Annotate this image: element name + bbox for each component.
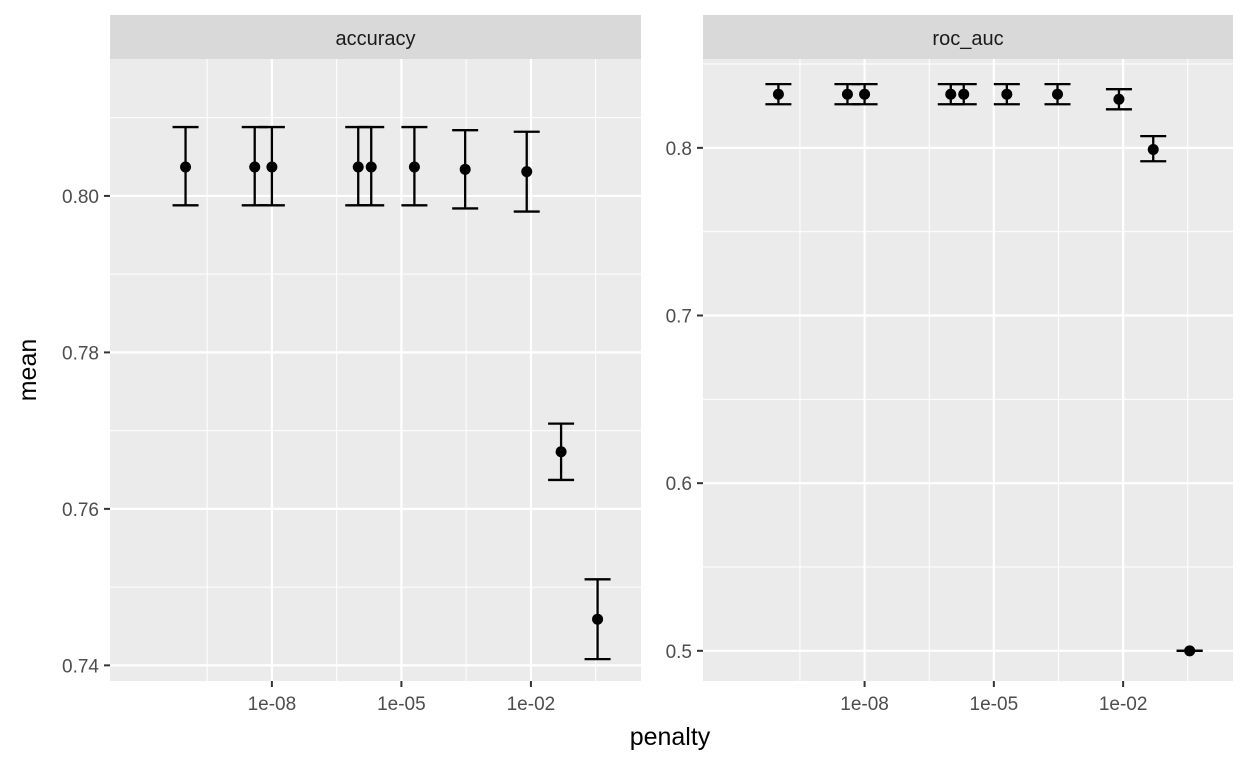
errorbar bbox=[172, 125, 199, 207]
facet-strip-label: accuracy bbox=[335, 28, 415, 50]
panel-background bbox=[110, 59, 641, 681]
mean-point bbox=[958, 88, 970, 100]
mean-point bbox=[249, 161, 261, 173]
y-tick-label: 0.5 bbox=[666, 642, 692, 663]
y-tick-label: 0.6 bbox=[666, 474, 692, 495]
x-tick-label: 1e-08 bbox=[248, 694, 297, 715]
y-tick-label: 0.8 bbox=[666, 139, 692, 160]
x-tick-label: 1e-02 bbox=[1099, 694, 1148, 715]
mean-point bbox=[1113, 93, 1125, 105]
panel-background bbox=[703, 59, 1233, 681]
panel-accuracy: accuracy 1e-08 1e-05 1e-02 0.74 0.76 0.78 0.80 bbox=[62, 15, 641, 715]
mean-point bbox=[365, 161, 377, 173]
errorbar bbox=[765, 82, 792, 106]
mean-point bbox=[841, 88, 853, 100]
mean-point bbox=[859, 88, 871, 100]
mean-point bbox=[180, 161, 192, 173]
x-tick-label: 1e-08 bbox=[840, 694, 889, 715]
mean-point bbox=[772, 88, 784, 100]
errorbar bbox=[584, 578, 611, 661]
errorbar bbox=[258, 125, 285, 207]
x-tick-label: 1e-02 bbox=[507, 694, 556, 715]
mean-point bbox=[1001, 88, 1013, 100]
mean-point bbox=[266, 161, 278, 173]
y-tick-label: 0.76 bbox=[62, 500, 99, 521]
mean-point bbox=[1052, 88, 1064, 100]
x-tick-label: 1e-05 bbox=[970, 694, 1019, 715]
mean-point bbox=[555, 446, 567, 458]
errorbar bbox=[1140, 134, 1167, 163]
mean-point bbox=[459, 163, 471, 175]
mean-point bbox=[521, 166, 533, 178]
facet-strip-label: roc_auc bbox=[932, 28, 1003, 50]
y-tick-label: 0.7 bbox=[666, 307, 692, 328]
mean-point bbox=[1147, 144, 1159, 156]
errorbar bbox=[452, 129, 479, 210]
mean-point bbox=[592, 613, 604, 625]
x-axis-title: penalty bbox=[630, 723, 711, 751]
errorbar bbox=[1105, 88, 1132, 111]
mean-point bbox=[352, 161, 364, 173]
errorbar bbox=[950, 82, 977, 106]
errorbar bbox=[513, 130, 540, 213]
y-tick-label: 0.74 bbox=[62, 656, 99, 677]
y-tick-label: 0.80 bbox=[62, 187, 99, 208]
panel-roc_auc: roc_auc 1e-08 1e-05 1e-02 0.5 0.6 0.7 0.8 bbox=[666, 15, 1233, 715]
mean-point bbox=[408, 161, 420, 173]
errorbar bbox=[401, 125, 428, 207]
errorbar bbox=[548, 422, 575, 482]
errorbar bbox=[993, 82, 1020, 106]
x-tick-label: 1e-05 bbox=[377, 694, 426, 715]
facet-strip bbox=[703, 15, 1233, 59]
mean-point bbox=[1184, 645, 1196, 657]
errorbar bbox=[851, 82, 878, 106]
y-axis-title: mean bbox=[14, 339, 42, 402]
errorbar bbox=[1176, 645, 1203, 657]
errorbar bbox=[358, 125, 385, 207]
facet-strip bbox=[110, 15, 641, 59]
y-tick-label: 0.78 bbox=[62, 343, 99, 364]
mean-point bbox=[945, 88, 957, 100]
errorbar bbox=[1044, 82, 1071, 106]
